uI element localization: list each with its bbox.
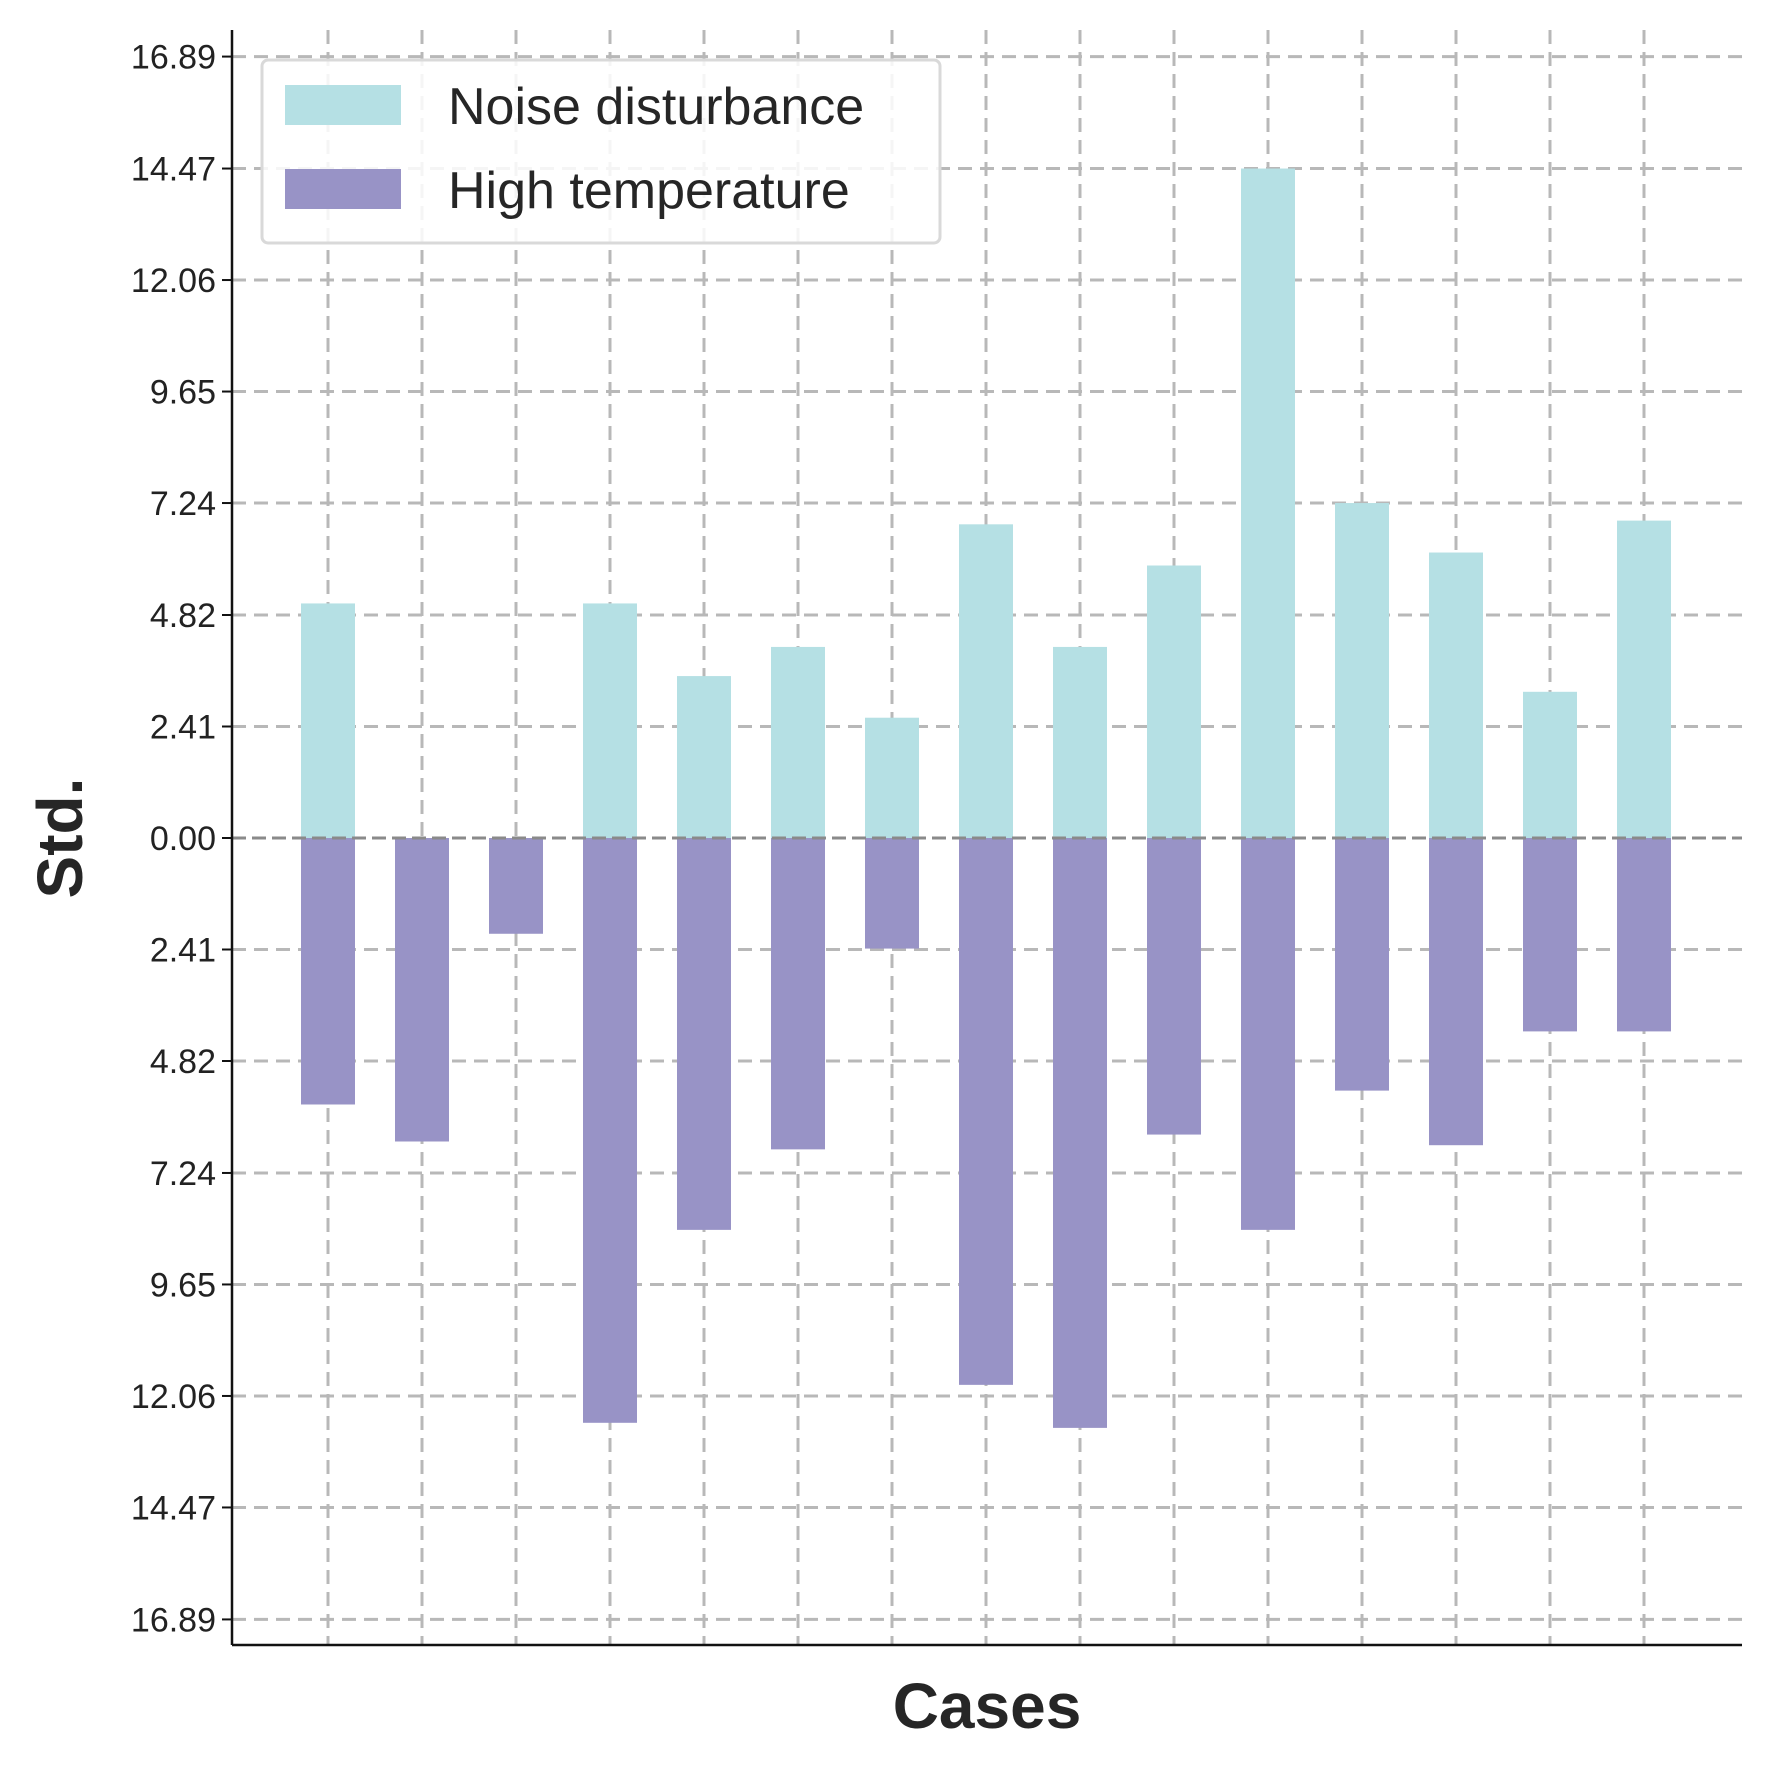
legend-swatch-high-temperature — [285, 169, 401, 209]
y-axis-title: Std. — [24, 778, 96, 899]
y-tick-labels: 16.89 14.47 12.06 9.65 7.24 4.82 2.41 0.00 2.41 4… — [131, 39, 232, 1639]
bar-high-temperature-3 — [489, 838, 543, 934]
bar-noise-disturbance-6 — [771, 646, 825, 838]
bar-high-temperature-12 — [1335, 838, 1389, 1091]
bar-noise-disturbance-15 — [1617, 520, 1671, 838]
y-tick-label: 4.82 — [150, 1043, 216, 1081]
bar-noise-disturbance-9 — [1053, 646, 1107, 838]
y-tick-label: 0.00 — [150, 820, 216, 858]
bar-noise-disturbance-4 — [583, 603, 637, 838]
bar-high-temperature-8 — [959, 838, 1013, 1385]
bar-high-temperature-1 — [301, 838, 355, 1105]
y-tick-label: 7.24 — [150, 1155, 216, 1193]
y-tick-label: 7.24 — [150, 485, 216, 523]
x-axis-title: Cases — [893, 1670, 1082, 1742]
legend-box — [260, 58, 942, 245]
bar-noise-disturbance-1 — [301, 603, 355, 838]
bar-high-temperature-11 — [1241, 838, 1295, 1230]
bar-noise-disturbance-14 — [1523, 691, 1577, 838]
y-tick-label: 9.65 — [150, 1266, 216, 1304]
bar-high-temperature-4 — [583, 838, 637, 1423]
bar-high-temperature-10 — [1147, 838, 1201, 1135]
y-tick-label: 4.82 — [150, 597, 216, 635]
bar-high-temperature-5 — [677, 838, 731, 1230]
bar-high-temperature-14 — [1523, 838, 1577, 1032]
bars-layer — [301, 168, 1671, 1428]
y-tick-label: 12.06 — [131, 262, 216, 300]
bar-high-temperature-13 — [1429, 838, 1483, 1146]
y-tick-label: 16.89 — [131, 39, 216, 77]
legend-label-noise-disturbance: Noise disturbance — [448, 78, 864, 136]
bar-noise-disturbance-5 — [677, 676, 731, 838]
y-tick-label: 2.41 — [150, 709, 216, 747]
bar-noise-disturbance-10 — [1147, 565, 1201, 838]
bar-noise-disturbance-8 — [959, 524, 1013, 838]
y-tick-label: 2.41 — [150, 932, 216, 970]
bar-high-temperature-6 — [771, 838, 825, 1150]
grid-layer — [232, 30, 1742, 1645]
bar-high-temperature-7 — [865, 838, 919, 949]
bar-noise-disturbance-13 — [1429, 552, 1483, 838]
bar-high-temperature-2 — [395, 838, 449, 1142]
legend-swatch-noise-disturbance — [285, 85, 401, 125]
y-tick-label: 14.47 — [131, 151, 216, 189]
y-tick-label: 14.47 — [131, 1489, 216, 1527]
bar-high-temperature-15 — [1617, 838, 1671, 1032]
legend: Noise disturbance High temperature — [260, 58, 942, 245]
y-tick-label: 9.65 — [150, 374, 216, 412]
bar-noise-disturbance-11 — [1241, 168, 1295, 838]
bar-high-temperature-9 — [1053, 838, 1107, 1428]
y-tick-label: 12.06 — [131, 1378, 216, 1416]
bar-noise-disturbance-7 — [865, 717, 919, 838]
bar-noise-disturbance-12 — [1335, 503, 1389, 838]
legend-label-high-temperature: High temperature — [448, 162, 850, 220]
y-tick-label: 16.89 — [131, 1601, 216, 1639]
